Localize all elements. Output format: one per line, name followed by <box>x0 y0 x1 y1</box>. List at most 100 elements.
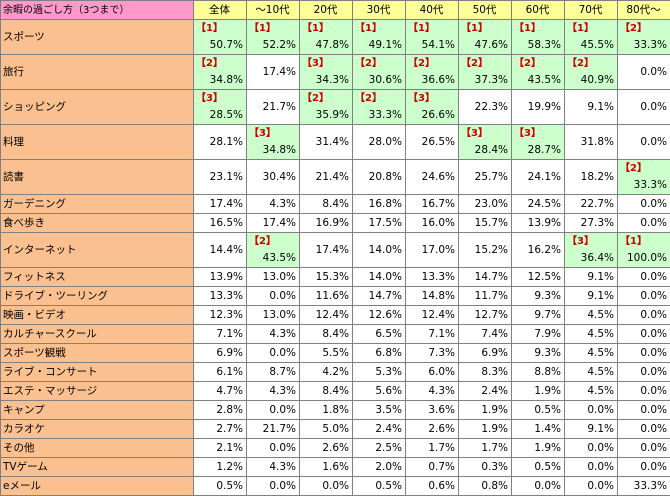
value-text: 25.7% <box>475 169 508 186</box>
value-cell: 2.1% <box>194 439 247 458</box>
rank-badge: 【2】 <box>620 160 647 177</box>
value-cell: 0.0% <box>618 344 670 363</box>
value-text: 12.5% <box>528 269 561 286</box>
value-text: 24.5% <box>528 196 561 213</box>
row-label: フィットネス <box>1 268 194 287</box>
column-header: 70代 <box>565 1 618 20</box>
value-cell: 【1】52.2% <box>247 20 300 55</box>
value-text: 43.5% <box>263 250 296 267</box>
value-cell: 17.0% <box>406 233 459 268</box>
value-cell: 【2】34.8% <box>194 55 247 90</box>
value-text: 11.6% <box>316 288 349 305</box>
value-text: 2.4% <box>375 421 402 438</box>
value-cell: 1.8% <box>300 401 353 420</box>
value-cell: 5.6% <box>353 382 406 401</box>
value-cell: 【3】28.7% <box>512 125 565 160</box>
row-label: カラオケ <box>1 420 194 439</box>
value-text: 16.2% <box>528 242 561 259</box>
value-text: 17.4% <box>316 242 349 259</box>
value-cell: 0.0% <box>247 401 300 420</box>
value-cell: 【3】26.6% <box>406 90 459 125</box>
value-text: 17.4% <box>263 64 296 81</box>
value-text: 16.9% <box>316 215 349 232</box>
column-header: 50代 <box>459 1 512 20</box>
value-text: 4.5% <box>587 383 614 400</box>
value-text: 30.6% <box>369 72 402 89</box>
value-cell: 20.8% <box>353 160 406 195</box>
value-text: 0.0% <box>269 402 296 419</box>
value-text: 52.2% <box>263 37 296 54</box>
rank-badge: 【3】 <box>302 55 329 72</box>
value-cell: 13.9% <box>512 214 565 233</box>
value-text: 16.7% <box>422 196 455 213</box>
value-text: 6.9% <box>481 345 508 362</box>
value-text: 1.9% <box>481 402 508 419</box>
value-text: 9.3% <box>534 288 561 305</box>
value-cell: 4.7% <box>194 382 247 401</box>
value-cell: 17.4% <box>247 214 300 233</box>
value-text: 13.0% <box>263 307 296 324</box>
rank-badge: 【3】 <box>567 233 594 250</box>
value-cell: 【1】45.5% <box>565 20 618 55</box>
value-cell: 14.7% <box>353 287 406 306</box>
value-text: 34.8% <box>263 142 296 159</box>
value-text: 31.8% <box>581 134 614 151</box>
value-text: 13.3% <box>422 269 455 286</box>
value-text: 17.0% <box>422 242 455 259</box>
value-cell: 16.8% <box>353 195 406 214</box>
value-text: 2.6% <box>428 421 455 438</box>
value-cell: 8.8% <box>512 363 565 382</box>
value-cell: 【2】40.9% <box>565 55 618 90</box>
value-text: 0.0% <box>587 478 614 495</box>
value-text: 13.9% <box>210 269 243 286</box>
value-cell: 0.0% <box>565 458 618 477</box>
row-label: ライブ・コンサート <box>1 363 194 382</box>
value-cell: 19.9% <box>512 90 565 125</box>
value-text: 2.7% <box>216 421 243 438</box>
value-text: 33.3% <box>634 37 667 54</box>
value-text: 21.7% <box>263 421 296 438</box>
value-text: 0.0% <box>640 459 667 476</box>
value-cell: 0.0% <box>618 306 670 325</box>
value-text: 47.6% <box>475 37 508 54</box>
value-text: 0.0% <box>640 269 667 286</box>
value-text: 15.2% <box>475 242 508 259</box>
value-cell: 8.4% <box>300 382 353 401</box>
value-cell: 【2】33.3% <box>618 20 670 55</box>
rank-badge: 【2】 <box>461 55 488 72</box>
value-cell: 14.8% <box>406 287 459 306</box>
value-text: 0.0% <box>640 134 667 151</box>
value-cell: 0.0% <box>618 195 670 214</box>
value-text: 17.4% <box>263 215 296 232</box>
value-cell: 9.1% <box>565 420 618 439</box>
value-cell: 25.7% <box>459 160 512 195</box>
value-text: 8.4% <box>322 196 349 213</box>
value-text: 5.0% <box>322 421 349 438</box>
rank-badge: 【2】 <box>249 233 276 250</box>
value-text: 11.7% <box>475 288 508 305</box>
value-cell: 0.0% <box>247 287 300 306</box>
value-cell: 9.7% <box>512 306 565 325</box>
value-text: 14.0% <box>369 242 402 259</box>
value-text: 4.3% <box>269 459 296 476</box>
value-cell: 0.6% <box>406 477 459 496</box>
value-cell: 4.5% <box>565 306 618 325</box>
value-cell: 8.4% <box>300 195 353 214</box>
value-text: 7.1% <box>428 326 455 343</box>
value-text: 23.1% <box>210 169 243 186</box>
value-text: 0.0% <box>269 288 296 305</box>
value-cell: 0.0% <box>618 458 670 477</box>
value-text: 14.7% <box>369 288 402 305</box>
value-cell: 8.4% <box>300 325 353 344</box>
value-cell: 【2】30.6% <box>353 55 406 90</box>
value-text: 3.5% <box>375 402 402 419</box>
rank-badge: 【1】 <box>249 20 276 37</box>
value-cell: 7.9% <box>512 325 565 344</box>
value-text: 0.5% <box>375 478 402 495</box>
